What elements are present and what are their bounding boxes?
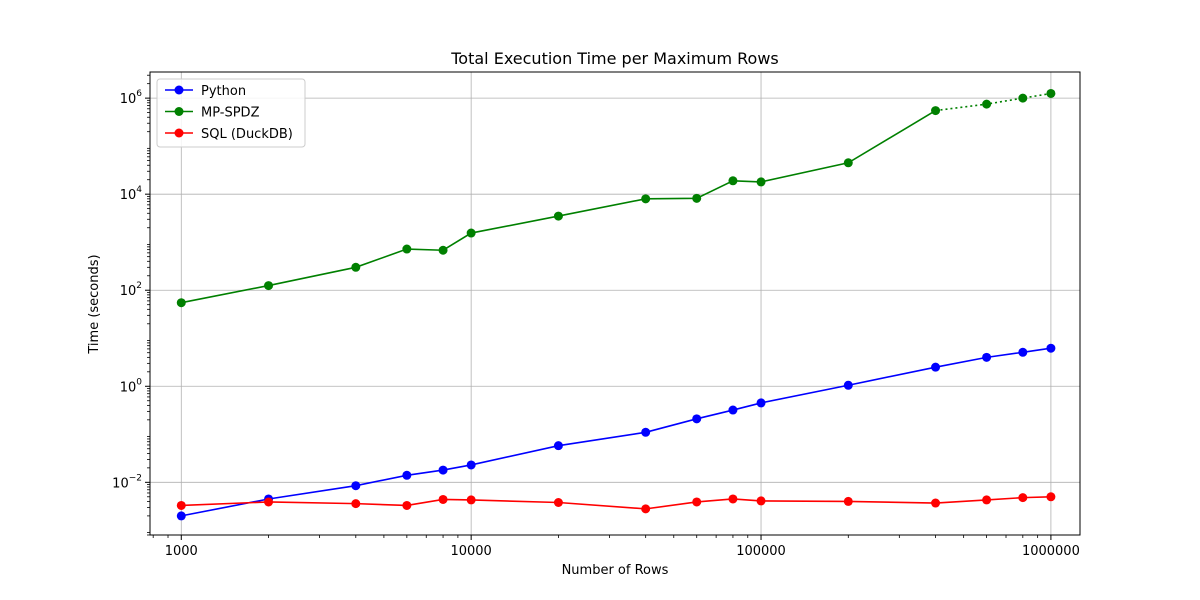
data-point: [756, 177, 766, 187]
legend-swatch-marker: [174, 107, 184, 116]
y-tick-base: 10: [120, 92, 137, 107]
legend-item: MP-SPDZ: [165, 106, 260, 121]
y-tick-label: 102: [120, 281, 142, 299]
data-point: [1018, 493, 1028, 503]
data-point: [843, 496, 853, 506]
data-point: [553, 498, 563, 508]
data-point: [692, 193, 702, 203]
plot-frame: [149, 71, 1081, 536]
data-point: [438, 245, 448, 255]
legend-box: [156, 78, 306, 148]
data-point: [176, 500, 186, 510]
data-point: [1046, 343, 1056, 353]
series-sql-duckdb: [176, 492, 1056, 514]
x-tick-label: 100000: [736, 544, 786, 559]
y-tick-label: 10−2: [112, 473, 142, 491]
y-tick-label: 106: [120, 89, 143, 107]
series-line-dotted: [935, 92, 1052, 112]
data-point: [402, 500, 412, 510]
y-tick-base: 10: [120, 188, 137, 203]
data-point: [438, 465, 448, 475]
data-point: [1018, 347, 1028, 357]
data-point: [728, 176, 738, 186]
data-point: [641, 504, 651, 514]
data-point: [641, 194, 651, 204]
data-point: [351, 262, 361, 272]
data-point: [176, 298, 186, 308]
y-tick-base: 10: [112, 476, 129, 491]
series-python: [176, 343, 1056, 521]
legend-swatch-marker: [174, 85, 184, 95]
data-point: [553, 441, 563, 451]
legend-swatch-marker: [174, 128, 184, 138]
y-tick-exponent: 4: [136, 185, 142, 195]
series-line: [181, 347, 1052, 517]
legend-label: MP-SPDZ: [201, 106, 260, 121]
data-point: [843, 380, 853, 390]
legend-label: Python: [201, 84, 246, 99]
y-tick-base: 10: [120, 284, 137, 299]
legend-item: Python: [165, 84, 246, 99]
data-point: [264, 497, 274, 507]
data-point: [843, 158, 853, 168]
data-point: [264, 281, 274, 291]
chart-title: Total Execution Time per Maximum Rows: [450, 49, 779, 68]
data-point: [756, 496, 766, 506]
legend-item: SQL (DuckDB): [165, 127, 293, 142]
legend-label: SQL (DuckDB): [201, 127, 293, 142]
y-tick-exponent: 6: [136, 89, 142, 99]
data-point: [466, 460, 476, 470]
data-point: [553, 211, 563, 221]
legend: Python MP-SPDZ SQL (DuckDB): [156, 78, 306, 148]
data-point: [438, 494, 448, 504]
series-line: [181, 495, 1051, 510]
y-axis-label: Time (seconds): [87, 254, 102, 354]
y-tick-label: 104: [120, 185, 143, 203]
x-tick-label: 1000000: [1022, 544, 1080, 559]
y-tick-base: 10: [120, 380, 137, 395]
series-layer: [176, 88, 1056, 521]
data-point: [982, 352, 992, 362]
data-point: [402, 470, 412, 480]
data-point: [728, 494, 738, 504]
x-tick-label: 10000: [450, 544, 491, 559]
x-tick-label: 1000: [165, 544, 198, 559]
data-point: [176, 511, 186, 521]
data-point: [692, 414, 702, 424]
data-point: [982, 495, 992, 505]
y-tick-exponent: −2: [129, 473, 142, 483]
data-point: [466, 495, 476, 505]
data-point: [982, 99, 992, 109]
data-point: [931, 498, 941, 508]
data-point: [1046, 88, 1056, 98]
data-point: [931, 106, 941, 116]
data-point: [351, 499, 361, 509]
data-point: [641, 427, 651, 437]
data-point: [728, 405, 738, 415]
data-point: [1018, 93, 1028, 103]
y-tick-exponent: 0: [136, 377, 142, 387]
data-point: [466, 228, 476, 238]
data-point: [692, 497, 702, 507]
series-mp-spdz: [176, 88, 1056, 308]
data-point: [1046, 492, 1056, 502]
data-point: [351, 481, 361, 491]
data-point: [931, 362, 941, 372]
y-tick-exponent: 2: [136, 281, 142, 291]
data-point: [756, 398, 766, 408]
data-point: [402, 244, 412, 254]
y-tick-label: 100: [120, 377, 143, 395]
x-axis-label: Number of Rows: [562, 563, 669, 578]
